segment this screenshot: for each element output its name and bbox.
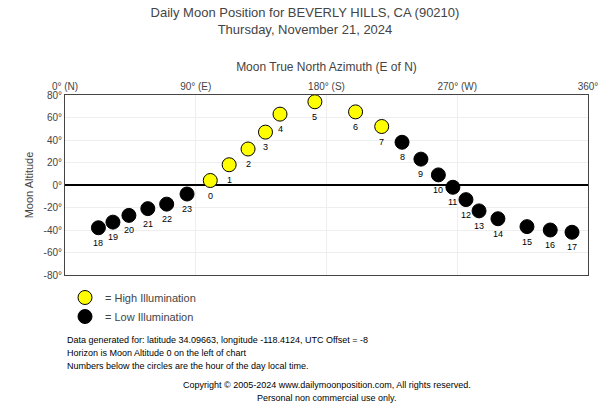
svg-text:80°: 80° xyxy=(47,90,62,101)
svg-text:12: 12 xyxy=(461,210,471,220)
svg-text:90° (E): 90° (E) xyxy=(180,81,211,92)
svg-text:Moon True North Azimuth (E of: Moon True North Azimuth (E of N) xyxy=(236,60,417,74)
svg-text:19: 19 xyxy=(108,232,118,242)
svg-text:6: 6 xyxy=(353,122,358,132)
svg-text:Daily Moon Position for BEVERL: Daily Moon Position for BEVERLY HILLS, C… xyxy=(151,5,460,37)
svg-text:9: 9 xyxy=(418,169,423,179)
svg-text:40°: 40° xyxy=(47,135,62,146)
svg-text:3: 3 xyxy=(263,142,268,152)
svg-text:0: 0 xyxy=(208,191,213,201)
svg-text:18: 18 xyxy=(93,238,103,248)
svg-text:-60°: -60° xyxy=(44,247,62,258)
svg-text:13: 13 xyxy=(474,221,484,231)
svg-text:-40°: -40° xyxy=(44,225,62,236)
svg-text:11: 11 xyxy=(448,197,457,207)
svg-text:21: 21 xyxy=(143,219,153,229)
svg-text:= Low Illumination: = Low Illumination xyxy=(105,311,193,323)
svg-text:Copyright © 2005-2024 www.dail: Copyright © 2005-2024 www.dailymoonposit… xyxy=(183,380,471,390)
svg-text:20: 20 xyxy=(124,225,134,235)
svg-text:15: 15 xyxy=(522,237,532,247)
svg-text:Moon Altitude: Moon Altitude xyxy=(23,152,35,219)
svg-text:16: 16 xyxy=(545,240,555,250)
svg-text:4: 4 xyxy=(278,124,283,134)
svg-text:= High Illumination: = High Illumination xyxy=(105,292,196,304)
svg-text:Personal non commercial use on: Personal non commercial use only. xyxy=(257,393,396,403)
svg-text:Data generated for: latitude 3: Data generated for: latitude 34.09663, l… xyxy=(67,335,368,345)
svg-text:5: 5 xyxy=(312,112,317,122)
svg-text:1: 1 xyxy=(227,175,232,185)
svg-text:20°: 20° xyxy=(47,157,62,168)
svg-text:0°: 0° xyxy=(52,180,62,191)
svg-text:23: 23 xyxy=(182,204,192,214)
svg-text:7: 7 xyxy=(379,137,384,147)
svg-text:360°: 360° xyxy=(578,81,599,92)
svg-text:10: 10 xyxy=(433,185,443,195)
svg-text:180° (S): 180° (S) xyxy=(308,81,345,92)
svg-text:2: 2 xyxy=(246,159,251,169)
svg-text:Numbers below the circles are: Numbers below the circles are the hour o… xyxy=(67,361,309,371)
svg-text:14: 14 xyxy=(493,229,503,239)
svg-text:Horizon is Moon Altitude 0 on: Horizon is Moon Altitude 0 on the left o… xyxy=(67,348,247,358)
svg-text:-80°: -80° xyxy=(44,270,62,281)
svg-text:8: 8 xyxy=(400,152,405,162)
svg-text:22: 22 xyxy=(162,214,172,224)
svg-text:60°: 60° xyxy=(47,112,62,123)
svg-text:17: 17 xyxy=(567,242,577,252)
svg-text:-20°: -20° xyxy=(44,202,62,213)
svg-text:270° (W): 270° (W) xyxy=(437,81,477,92)
svg-text:0° (N): 0° (N) xyxy=(52,81,78,92)
